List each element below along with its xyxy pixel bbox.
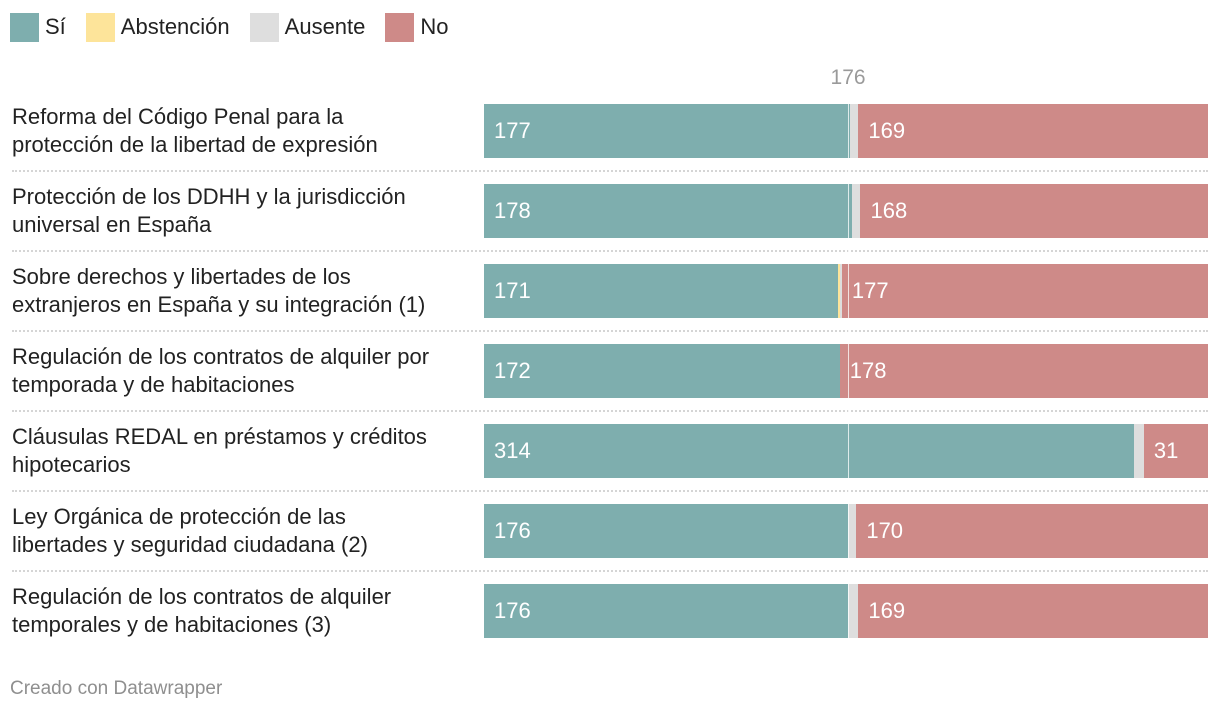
- bar-value-label: 177: [851, 278, 889, 303]
- row-label: Sobre derechos y libertades de los extran…: [12, 263, 482, 319]
- row-label: Ley Orgánica de protección de las liberta…: [12, 503, 482, 559]
- bar-row: 176 170: [484, 504, 1208, 558]
- bar-segment: [1133, 424, 1144, 478]
- bar-segment: 168: [860, 184, 1208, 238]
- bar-segment: 169: [858, 104, 1208, 158]
- legend-label: Abstención: [120, 14, 230, 39]
- legend-swatch: [85, 12, 115, 42]
- legend-label: Ausente: [284, 14, 366, 39]
- bar-row: 314 31: [484, 424, 1208, 478]
- bar-value-label: 178: [494, 198, 531, 223]
- bar-row: 176 169: [484, 584, 1208, 638]
- bar-segment: [848, 584, 859, 638]
- row-separator: [12, 330, 1208, 332]
- row-label-line: Regulación de los contratos de alquiler …: [12, 344, 430, 369]
- row-label-line: Cláusulas REDAL en préstamos y créditos: [12, 424, 427, 449]
- legend-label: Sí: [45, 14, 66, 39]
- legend-label: No: [420, 14, 449, 39]
- majority-marker-line: [848, 104, 850, 638]
- bar-segment: [839, 264, 842, 318]
- row-label-line: Sobre derechos y libertades de los: [12, 264, 351, 289]
- row-label: Reforma del Código Penal para la protecci…: [12, 103, 482, 159]
- bar-value-label: 176: [494, 598, 531, 623]
- legend-item: Ausente: [249, 12, 366, 42]
- bar-segment: 171: [484, 264, 838, 318]
- footer-credit: Creado con Datawrapper: [10, 678, 223, 699]
- row-label: Cláusulas REDAL en préstamos y créditos h…: [12, 423, 482, 479]
- bar-value-label: 168: [870, 198, 908, 223]
- bar-value-label: 169: [868, 598, 906, 623]
- bar-segment: [848, 504, 857, 558]
- legend-swatch: [249, 12, 279, 42]
- bar-segment: 177: [841, 264, 1208, 318]
- bar-segment: 314: [484, 424, 1134, 478]
- bar-value-label: 169: [868, 118, 906, 143]
- bar-value-label: 172: [494, 358, 531, 383]
- bar-value-label: 178: [849, 358, 887, 383]
- bar-segment: 178: [484, 184, 853, 238]
- bar-row: 171 177: [484, 264, 1208, 318]
- legend-swatch: [385, 12, 415, 42]
- row-label-line: Reforma del Código Penal para la: [12, 104, 344, 129]
- row-separator: [12, 570, 1208, 572]
- bar-value-label: 176: [494, 518, 531, 543]
- bar-segment: 172: [484, 344, 840, 398]
- row-label-line: temporales y de habitaciones (3): [12, 612, 332, 637]
- bar-row: 177 169: [484, 104, 1208, 158]
- bar-segment: [837, 264, 840, 318]
- bar-segment: [852, 184, 861, 238]
- row-label: Protección de los DDHH y la jurisdicción…: [12, 183, 482, 239]
- bar-value-label: 177: [494, 118, 531, 143]
- row-label-line: universal en España: [12, 212, 212, 237]
- bar-segment: [850, 104, 859, 158]
- row-separator: [12, 490, 1208, 492]
- legend-item: Abstención: [85, 12, 230, 42]
- row-label: Regulación de los contratos de alquiler …: [12, 343, 482, 399]
- row-separator: [12, 250, 1208, 252]
- row-label: Regulación de los contratos de alquiler t…: [12, 583, 482, 639]
- bar-segment: 176: [484, 504, 849, 558]
- majority-marker-label: 176: [830, 66, 866, 89]
- bar-value-label: 170: [866, 518, 904, 543]
- bar-value-label: 314: [494, 438, 531, 463]
- row-label-line: protección de la libertad de expresión: [12, 132, 378, 157]
- row-label-line: libertades y seguridad ciudadana (2): [12, 532, 368, 557]
- row-label-line: Regulación de los contratos de alquiler: [12, 584, 392, 609]
- bar-segment: 170: [856, 504, 1208, 558]
- bar-row: 172 178: [484, 344, 1208, 398]
- row-separator: [12, 410, 1208, 412]
- row-label-line: Protección de los DDHH y la jurisdicción: [12, 184, 406, 209]
- legend-swatch: [10, 12, 39, 42]
- row-label-line: Ley Orgánica de protección de las: [12, 504, 346, 529]
- bar-value-label: 171: [494, 278, 531, 303]
- legend-item: Sí: [10, 12, 66, 42]
- bar-value-label: 31: [1153, 438, 1179, 463]
- legend: Sí Abstención Ausente No: [10, 12, 469, 42]
- bar-segment: 169: [858, 584, 1208, 638]
- row-label-line: hipotecarios: [12, 452, 131, 477]
- row-label-line: temporada y de habitaciones: [12, 372, 295, 397]
- legend-item: No: [385, 12, 449, 42]
- bar-segment: 178: [839, 344, 1208, 398]
- bar-row: 178 168: [484, 184, 1208, 238]
- row-label-line: extranjeros en España y su integración (…: [12, 292, 426, 317]
- bar-segment: 31: [1143, 424, 1208, 478]
- row-separator: [12, 170, 1208, 172]
- bar-segment: 177: [484, 104, 851, 158]
- bar-segment: 176: [484, 584, 849, 638]
